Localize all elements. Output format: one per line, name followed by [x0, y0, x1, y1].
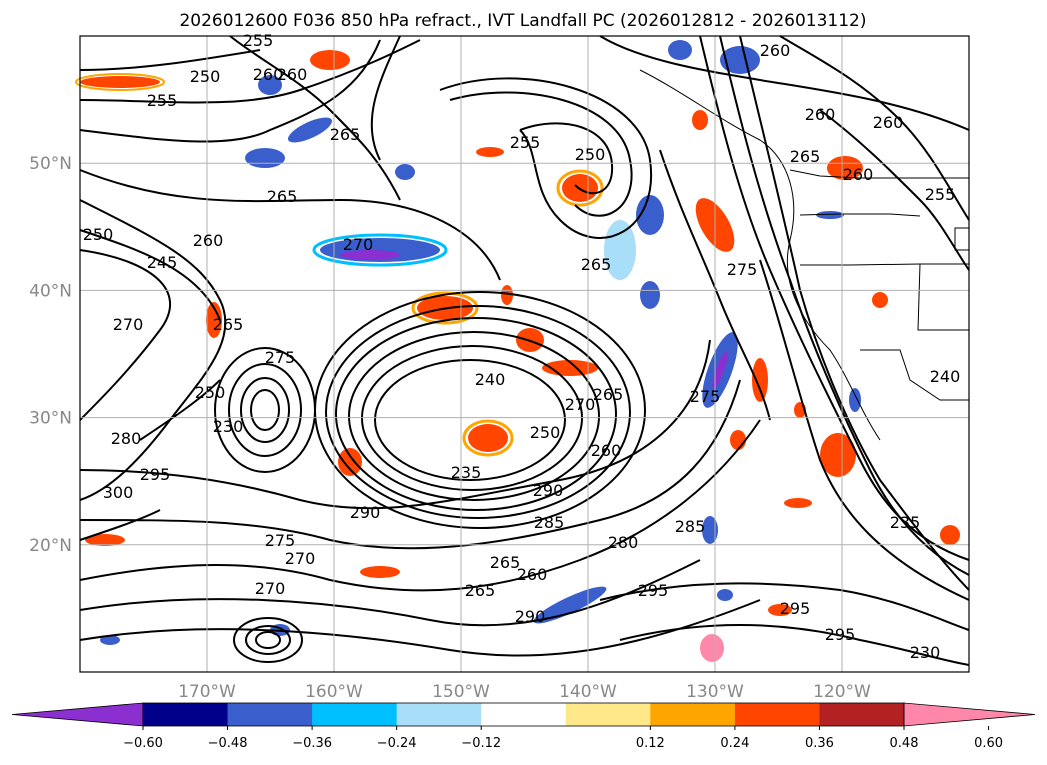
contour-label: 265 — [465, 581, 496, 600]
lat-tick-label: 20°N — [29, 536, 72, 556]
colorbar-outline — [142, 702, 905, 727]
contour-label: 275 — [727, 260, 758, 279]
contour-label: 255 — [925, 185, 956, 204]
lon-tick-label: 160°W — [305, 682, 363, 702]
colorbar-segment — [312, 703, 398, 726]
contour-label: 260 — [193, 231, 224, 250]
contour-label: 270 — [255, 579, 286, 598]
colorbar-segment — [143, 703, 229, 726]
lon-tick-label: 150°W — [432, 682, 490, 702]
contour-label: 270 — [113, 315, 144, 334]
contour-label: 260 — [277, 65, 308, 84]
refractivity-contours — [79, 35, 970, 666]
contour-label: 245 — [147, 253, 178, 272]
contour-label: 260 — [873, 113, 904, 132]
colorbar-tick-label: −0.24 — [377, 736, 417, 751]
contour-label: 255 — [243, 31, 274, 50]
colorbar-extend-max — [903, 702, 1036, 727]
contour-label: 265 — [213, 315, 244, 334]
colorbar-segment — [396, 703, 482, 726]
colorbar-extend-min — [11, 702, 144, 727]
contour-label: 260 — [760, 41, 791, 60]
contour-label: 265 — [330, 125, 361, 144]
colorbar-tick-label: −0.48 — [208, 736, 248, 751]
colorbar-tick-label: 0.48 — [890, 736, 919, 751]
contour-label: 290 — [533, 481, 564, 500]
contour-label: 255 — [510, 133, 541, 152]
lon-tick-label: 120°W — [813, 682, 871, 702]
colorbar-tick-label: 0.12 — [636, 736, 665, 751]
map-title: 2026012600 F036 850 hPa refract., IVT La… — [179, 11, 866, 31]
contour-label: 295 — [780, 599, 811, 618]
contour-label: 295 — [825, 625, 856, 644]
lon-tick-label: 130°W — [686, 682, 744, 702]
contour-label: 275 — [265, 531, 296, 550]
contour-label: 260 — [517, 565, 548, 584]
colorbar-tick-label: −0.60 — [123, 736, 163, 751]
colorbar-tick-label: 0.60 — [974, 736, 1003, 751]
contour-label: 250 — [195, 383, 226, 402]
contour-label: 265 — [581, 255, 612, 274]
contour-label: 290 — [515, 607, 546, 626]
contour-label: 250 — [190, 67, 221, 86]
latitude-tick-labels: 50°N 40°N 30°N 20°N — [29, 154, 72, 556]
contour-label: 295 — [638, 581, 669, 600]
contour-label: 280 — [608, 533, 639, 552]
coastlines — [639, 69, 970, 441]
contour-label: 230 — [910, 643, 941, 662]
contour-label: 240 — [475, 370, 506, 389]
contour-label: 240 — [930, 367, 961, 386]
colorbar: −0.60 −0.48 −0.36 −0.24 −0.12 0.12 0.24 0.36 0.4… — [11, 702, 1036, 751]
colorbar-segment — [565, 703, 651, 726]
contour-label: 275 — [690, 387, 721, 406]
contour-label: 250 — [575, 145, 606, 164]
colorbar-tick-label: −0.12 — [461, 736, 501, 751]
contour-label: 250 — [530, 423, 561, 442]
contour-label: 295 — [140, 465, 171, 484]
contour-label: 285 — [675, 517, 706, 536]
contour-label: 230 — [213, 417, 244, 436]
contour-label: 235 — [451, 463, 482, 482]
contour-label: 260 — [591, 441, 622, 460]
contour-label: 290 — [350, 503, 381, 522]
refractivity-shading — [75, 40, 960, 662]
contour-label: 275 — [265, 348, 296, 367]
contour-label: 260 — [253, 65, 284, 84]
colorbar-tick-label: −0.36 — [292, 736, 332, 751]
contour-label: 270 — [565, 395, 596, 414]
colorbar-tick-label: 0.36 — [805, 736, 834, 751]
contour-label: 265 — [790, 147, 821, 166]
lat-lon-grid — [80, 36, 969, 672]
colorbar-segment — [481, 703, 567, 726]
contour-label: 260 — [843, 165, 874, 184]
contour-label: 265 — [267, 187, 298, 206]
contour-label: 280 — [111, 429, 142, 448]
colorbar-segment — [819, 703, 905, 726]
contour-label: 270 — [285, 549, 316, 568]
contour-label: 235 — [890, 513, 921, 532]
colorbar-segment — [734, 703, 820, 726]
lat-tick-label: 30°N — [29, 409, 72, 429]
contour-label: 265 — [593, 385, 624, 404]
map-frame — [79, 35, 970, 673]
contour-label: 260 — [805, 105, 836, 124]
contour-label: 265 — [490, 553, 521, 572]
lon-tick-label: 170°W — [178, 682, 236, 702]
colorbar-tick-label: 0.24 — [720, 736, 749, 751]
longitude-tick-labels: 170°W 160°W 150°W 140°W 130°W 120°W — [178, 682, 871, 702]
contour-label: 250 — [83, 225, 114, 244]
contour-label: 270 — [343, 235, 374, 254]
lat-tick-label: 50°N — [29, 154, 72, 174]
contour-label: 285 — [534, 513, 565, 532]
lat-tick-label: 40°N — [29, 281, 72, 301]
contour-label: 300 — [103, 483, 134, 502]
colorbar-segment — [227, 703, 313, 726]
contour-label: 255 — [147, 91, 178, 110]
lon-tick-label: 140°W — [559, 682, 617, 702]
colorbar-segment — [650, 703, 736, 726]
